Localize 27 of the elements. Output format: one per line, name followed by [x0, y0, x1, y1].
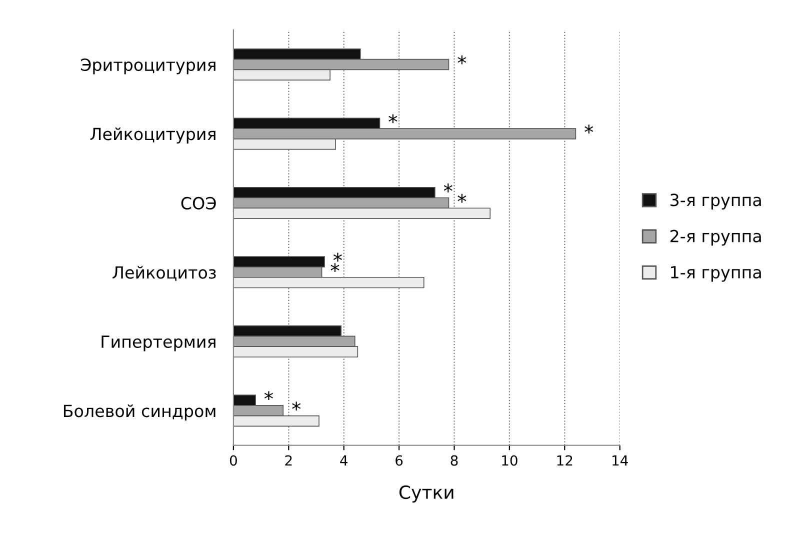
x-tick-label: 14 — [612, 455, 628, 466]
x-tick-label: 4 — [340, 455, 348, 466]
annotation: * — [333, 252, 342, 262]
y-tick-label: Гипертермия — [102, 336, 216, 352]
x-tick-label: 2 — [285, 455, 292, 466]
legend-label: 2-я группа — [670, 230, 761, 246]
legend-label: 1-я группа — [671, 266, 761, 282]
annotation: * — [330, 263, 340, 272]
annotation: * — [444, 183, 452, 192]
x-tick-label: 8 — [450, 455, 458, 466]
legend-label: 3-я группа — [670, 194, 761, 210]
x-axis-title: Сутки — [399, 485, 454, 503]
annotation: * — [584, 124, 594, 134]
y-tick-label: Эритроцитурия — [80, 58, 216, 74]
annotation: * — [264, 391, 274, 400]
y-tick-label: Болевой синдром — [64, 404, 216, 420]
annotation: * — [292, 402, 301, 410]
x-tick-label: 12 — [557, 455, 572, 466]
x-tick-label: 6 — [396, 455, 403, 466]
annotation: * — [458, 55, 466, 64]
x-tick-label: 10 — [502, 455, 518, 466]
annotation: * — [388, 114, 398, 124]
y-tick-label: Лейкоцитоз — [112, 266, 216, 281]
y-tick-label: Лейкоцитурия — [90, 127, 216, 144]
annotation: * — [458, 194, 466, 203]
y-tick-label: СОЭ — [181, 196, 216, 210]
x-tick-label: 0 — [230, 455, 237, 466]
